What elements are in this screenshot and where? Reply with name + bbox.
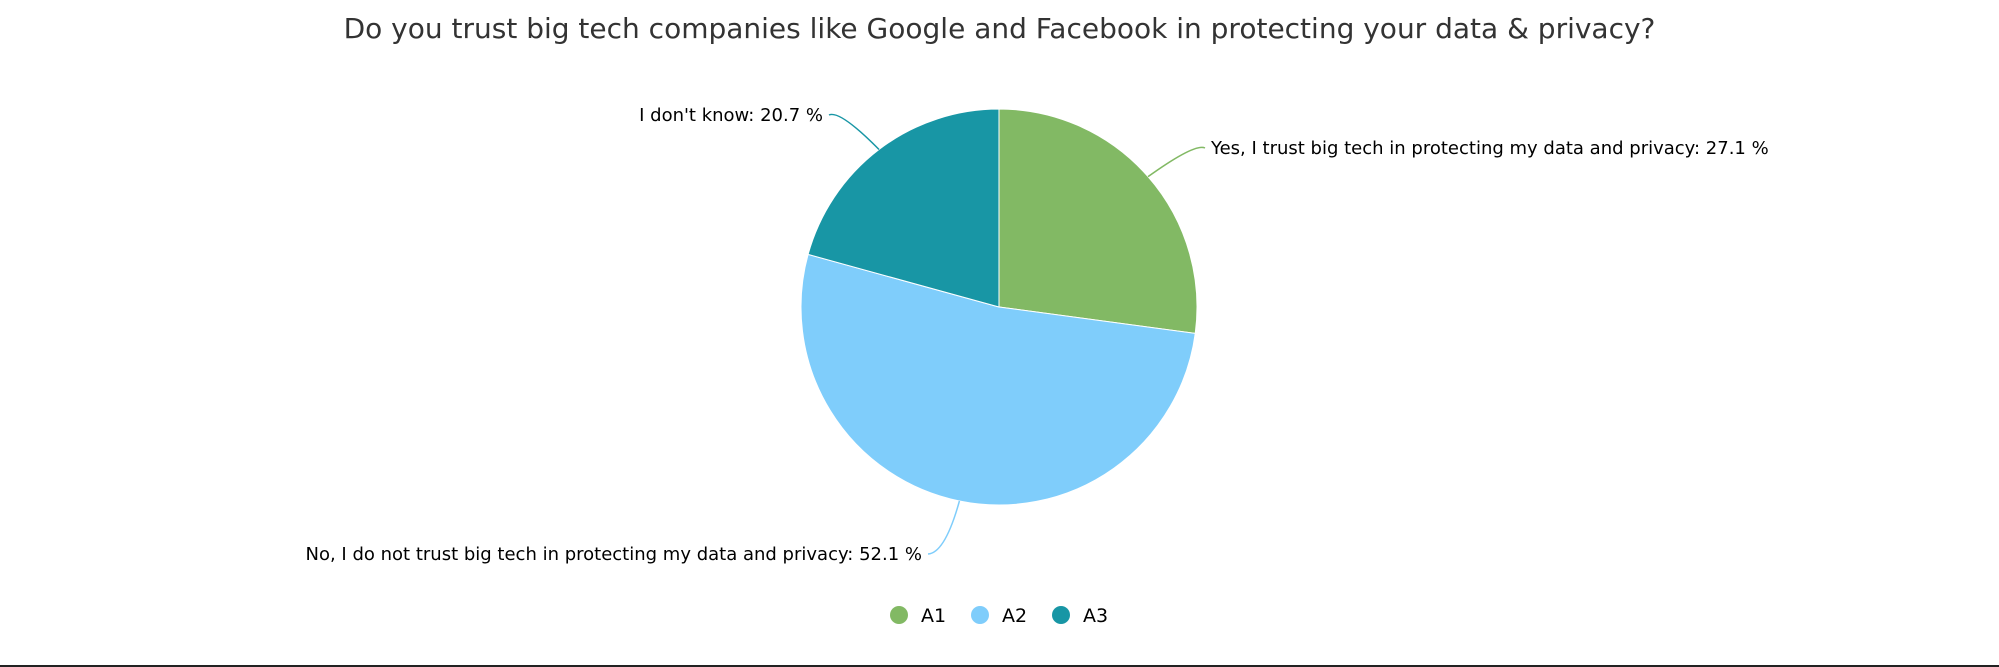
- label-connector-a3: [828, 113, 880, 151]
- slice-labels: Yes, I trust big tech in protecting my d…: [306, 105, 1769, 565]
- pie-slices: [800, 108, 1198, 506]
- legend-marker-a2: [971, 606, 989, 624]
- bottom-border: [0, 665, 1999, 667]
- label-connector-a1: [1147, 146, 1206, 178]
- legend-item-a1[interactable]: A1: [890, 605, 946, 627]
- chart-title: Do you trust big tech companies like Goo…: [344, 12, 1656, 45]
- data-label-a2: No, I do not trust big tech in protectin…: [306, 544, 922, 565]
- pie-slice-a1[interactable]: [998, 108, 1198, 334]
- data-label-a3: I don't know: 20.7 %: [639, 105, 823, 126]
- data-label-a1: Yes, I trust big tech in protecting my d…: [1210, 138, 1769, 159]
- legend-marker-a1: [890, 606, 908, 624]
- legend-label-a3: A3: [1083, 605, 1108, 627]
- legend-item-a2[interactable]: A2: [971, 605, 1027, 627]
- legend-marker-a3: [1052, 606, 1070, 624]
- legend-item-a3[interactable]: A3: [1052, 605, 1108, 627]
- label-connectors: [828, 113, 1206, 555]
- legend-label-a2: A2: [1002, 605, 1027, 627]
- legend[interactable]: A1 A2 A3: [890, 605, 1108, 627]
- legend-label-a1: A1: [921, 605, 946, 627]
- label-connector-a2: [927, 500, 961, 555]
